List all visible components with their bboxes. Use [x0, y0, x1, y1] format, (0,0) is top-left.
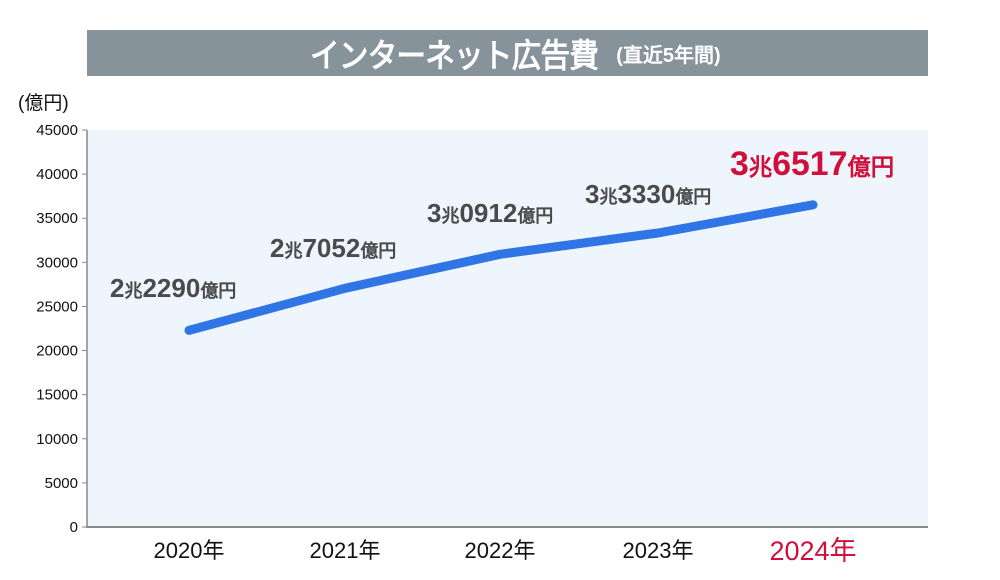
plot-area [87, 130, 928, 527]
x-category-label: 2024年 [769, 536, 856, 566]
chart-subtitle: (直近5年間) [616, 44, 721, 67]
x-category-label: 2020年 [154, 538, 225, 563]
y-tick-label: 25000 [36, 298, 78, 315]
y-tick-label: 10000 [36, 431, 78, 448]
y-tick-label: 35000 [36, 210, 78, 227]
x-category-label: 2022年 [465, 538, 536, 563]
x-category-label: 2023年 [623, 538, 694, 563]
y-tick-label: 45000 [36, 122, 78, 139]
data-line [184, 200, 818, 335]
y-tick-label: 5000 [45, 475, 78, 492]
data-value-label: 3兆0912億円 [427, 198, 553, 228]
chart-title: インターネット広告費 [310, 37, 599, 74]
data-value-label: 3兆6517億円 [730, 145, 894, 183]
y-axis-unit-label: (億円) [18, 93, 69, 114]
y-tick-label: 15000 [36, 387, 78, 404]
chart-title-bar: インターネット広告費 (直近5年間) [87, 30, 928, 76]
data-value-label: 2兆2290億円 [110, 273, 236, 303]
y-tick-label: 20000 [36, 343, 78, 360]
x-category-label: 2021年 [310, 538, 381, 563]
y-tick-label: 0 [70, 519, 78, 536]
y-tick-label: 40000 [36, 166, 78, 183]
data-value-label: 2兆7052億円 [270, 233, 396, 263]
y-tick-label: 30000 [36, 254, 78, 271]
data-value-label: 3兆3330億円 [585, 179, 711, 209]
